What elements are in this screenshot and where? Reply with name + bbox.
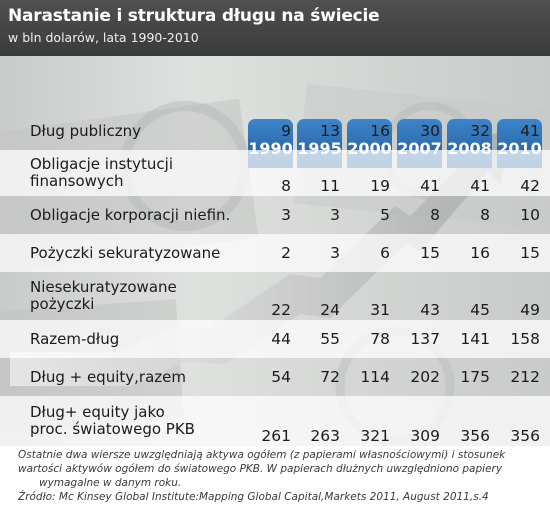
footnote-line: Ostatnie dwa wiersze uwzględniają aktywa… [18, 449, 506, 461]
table-cell: 3 [330, 244, 340, 262]
table-cell: 3 [281, 206, 291, 224]
table-cell: 114 [360, 368, 390, 386]
table-cell: 141 [460, 330, 490, 348]
table-cell: 22 [271, 301, 291, 319]
table-cell: 8 [281, 177, 291, 195]
table-cell: 24 [320, 301, 340, 319]
table-cell: 261 [261, 427, 291, 445]
table-cell: 10 [520, 206, 540, 224]
table-cell: 9 [281, 122, 291, 140]
table-cell: 30 [420, 122, 440, 140]
row-label: Dług+ equity jako proc. światowego PKB [30, 403, 195, 438]
chart-title: Narastanie i struktura długu na świecie [8, 6, 380, 26]
table-cell: 43 [420, 301, 440, 319]
source-note: Źródło: Mc Kinsey Global Institute:Mappi… [18, 491, 489, 503]
table-cell: 356 [460, 427, 490, 445]
table-cell: 202 [410, 368, 440, 386]
table-cell: 72 [320, 368, 340, 386]
table-cell: 15 [520, 244, 540, 262]
table-cell: 212 [510, 368, 540, 386]
table-row: Razem-dług 44 55 78 137 141 158 [0, 320, 550, 358]
table-cell: 2 [281, 244, 291, 262]
table-row: Dług publiczny 9 13 16 30 32 41 [0, 112, 550, 150]
table-panel: 1990 1995 2000 2007 2008 2010 Dług publiczny 9… [0, 56, 550, 446]
table-cell: 15 [420, 244, 440, 262]
table-cell: 16 [470, 244, 490, 262]
table-cell: 6 [380, 244, 390, 262]
table-row: Obligacje korporacji niefin. 3 3 5 8 8 10 [0, 196, 550, 234]
table-cell: 41 [470, 177, 490, 195]
row-label: Dług + equity,razem [30, 368, 186, 386]
table-cell: 5 [380, 206, 390, 224]
row-label: Pożyczki sekuratyzowane [30, 244, 221, 262]
row-label: Dług publiczny [30, 122, 141, 140]
table-cell: 3 [330, 206, 340, 224]
row-label: Niesekuratyzowane pożyczki [30, 278, 177, 313]
table-cell: 321 [360, 427, 390, 445]
table-row: Niesekuratyzowane pożyczki 22 24 31 43 45 49 [0, 272, 550, 320]
table-cell: 54 [271, 368, 291, 386]
table-row: Pożyczki sekuratyzowane 2 3 6 15 16 15 [0, 234, 550, 272]
chart-subtitle: w bln dolarów, lata 1990-2010 [8, 30, 199, 45]
table-cell: 32 [470, 122, 490, 140]
table-cell: 8 [480, 206, 490, 224]
row-label: Razem-dług [30, 330, 120, 348]
table-row: Obligacje instytucji finansowych 8 11 19 41 41… [0, 150, 550, 196]
table-cell: 49 [520, 301, 540, 319]
table-cell: 19 [370, 177, 390, 195]
header-bar: Narastanie i struktura długu na świecie … [0, 0, 550, 56]
table-cell: 55 [320, 330, 340, 348]
footer-notes: Ostatnie dwa wiersze uwzględniają aktywa… [0, 446, 550, 527]
table-cell: 309 [410, 427, 440, 445]
table-cell: 44 [271, 330, 291, 348]
table-cell: 31 [370, 301, 390, 319]
table-row: Dług + equity,razem 54 72 114 202 175 212 [0, 358, 550, 396]
table-cell: 45 [470, 301, 490, 319]
table-cell: 8 [430, 206, 440, 224]
table-cell: 41 [420, 177, 440, 195]
table-cell: 42 [520, 177, 540, 195]
table-cell: 137 [410, 330, 440, 348]
table-cell: 11 [320, 177, 340, 195]
footnote-line: wartości aktywów ogółem do światowego PK… [18, 463, 503, 475]
table-cell: 356 [510, 427, 540, 445]
table-cell: 158 [510, 330, 540, 348]
row-label: Obligacje instytucji finansowych [30, 155, 174, 190]
footnote-line: wymagalne w danym roku. [39, 477, 182, 489]
table-row: Dług+ equity jako proc. światowego PKB 261… [0, 396, 550, 446]
table-cell: 263 [310, 427, 340, 445]
table-cell: 13 [320, 122, 340, 140]
table-cell: 175 [460, 368, 490, 386]
table-cell: 16 [370, 122, 390, 140]
table-cell: 78 [370, 330, 390, 348]
table-cell: 41 [520, 122, 540, 140]
row-label: Obligacje korporacji niefin. [30, 206, 231, 224]
